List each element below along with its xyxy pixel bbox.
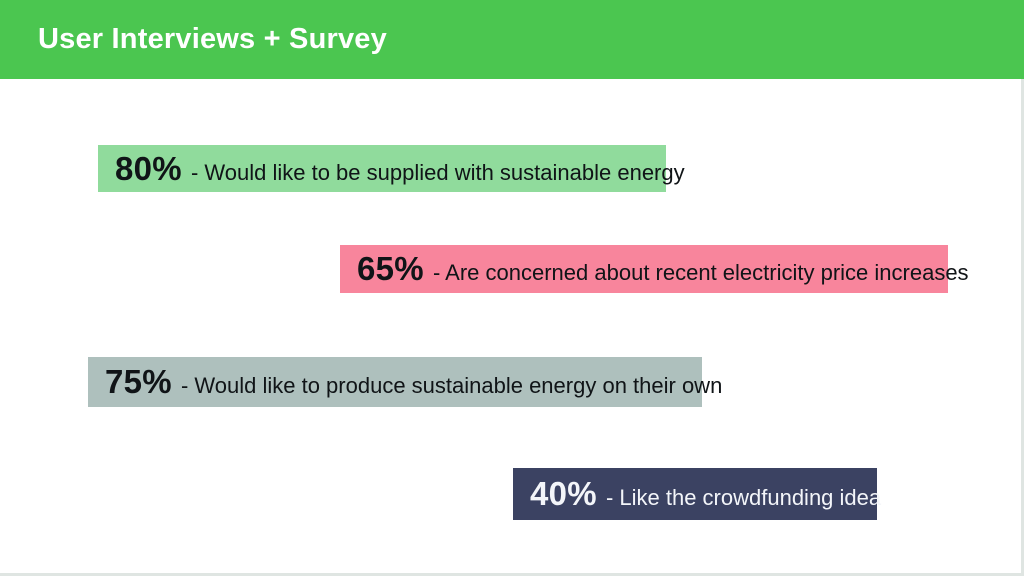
stat-bar-price-concern: 65% - Are concerned about recent electri… xyxy=(340,245,969,293)
stat-label: - Are concerned about recent electricity… xyxy=(432,260,969,285)
stat-text-row: 80% - Would like to be supplied with sus… xyxy=(115,150,685,188)
stat-bar-produce-own-energy: 75% - Would like to produce sustainable … xyxy=(88,357,722,407)
stat-text-row: 65% - Are concerned about recent electri… xyxy=(357,250,969,288)
stat-percent: 40% xyxy=(530,475,597,512)
stat-label: - Would like to be supplied with sustain… xyxy=(190,159,685,185)
stat-label: - Like the crowdfunding idea xyxy=(605,485,882,510)
stat-text-row: 40% - Like the crowdfunding idea xyxy=(530,475,881,513)
stat-text-row: 75% - Would like to produce sustainable … xyxy=(105,363,722,401)
stat-percent: 80% xyxy=(115,149,182,187)
page-title: User Interviews + Survey xyxy=(38,23,387,55)
stat-percent: 65% xyxy=(357,250,424,287)
stat-bar-supplied-sustainable: 80% - Would like to be supplied with sus… xyxy=(98,145,685,192)
stat-label: - Would like to produce sustainable ener… xyxy=(180,373,723,398)
stat-bar-crowdfunding: 40% - Like the crowdfunding idea xyxy=(513,468,881,520)
slide-header: User Interviews + Survey xyxy=(0,0,1024,79)
stat-percent: 75% xyxy=(105,363,172,400)
